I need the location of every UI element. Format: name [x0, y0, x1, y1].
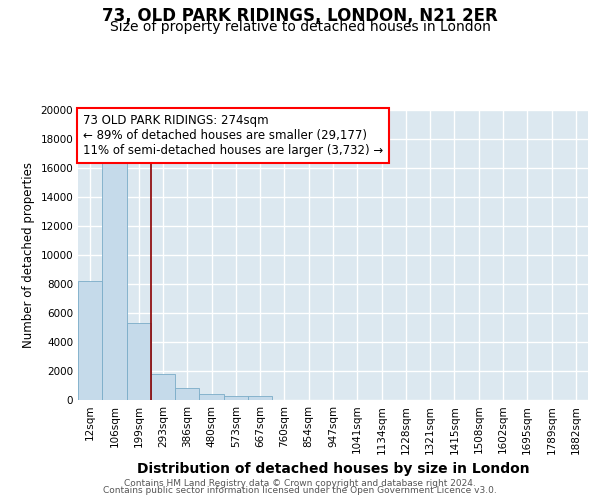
- Y-axis label: Number of detached properties: Number of detached properties: [22, 162, 35, 348]
- Bar: [78, 281, 102, 400]
- Bar: [224, 396, 248, 400]
- Bar: [102, 161, 127, 400]
- Text: Size of property relative to detached houses in London: Size of property relative to detached ho…: [110, 20, 490, 34]
- Bar: [175, 388, 199, 400]
- Bar: [151, 374, 175, 400]
- Bar: [199, 394, 224, 400]
- Text: 73 OLD PARK RIDINGS: 274sqm
← 89% of detached houses are smaller (29,177)
11% of: 73 OLD PARK RIDINGS: 274sqm ← 89% of det…: [83, 114, 383, 158]
- X-axis label: Distribution of detached houses by size in London: Distribution of detached houses by size …: [137, 462, 529, 476]
- Text: Contains HM Land Registry data © Crown copyright and database right 2024.: Contains HM Land Registry data © Crown c…: [124, 478, 476, 488]
- Text: 73, OLD PARK RIDINGS, LONDON, N21 2ER: 73, OLD PARK RIDINGS, LONDON, N21 2ER: [102, 8, 498, 26]
- Text: Contains public sector information licensed under the Open Government Licence v3: Contains public sector information licen…: [103, 486, 497, 495]
- Bar: [127, 323, 151, 400]
- Bar: [248, 396, 272, 400]
